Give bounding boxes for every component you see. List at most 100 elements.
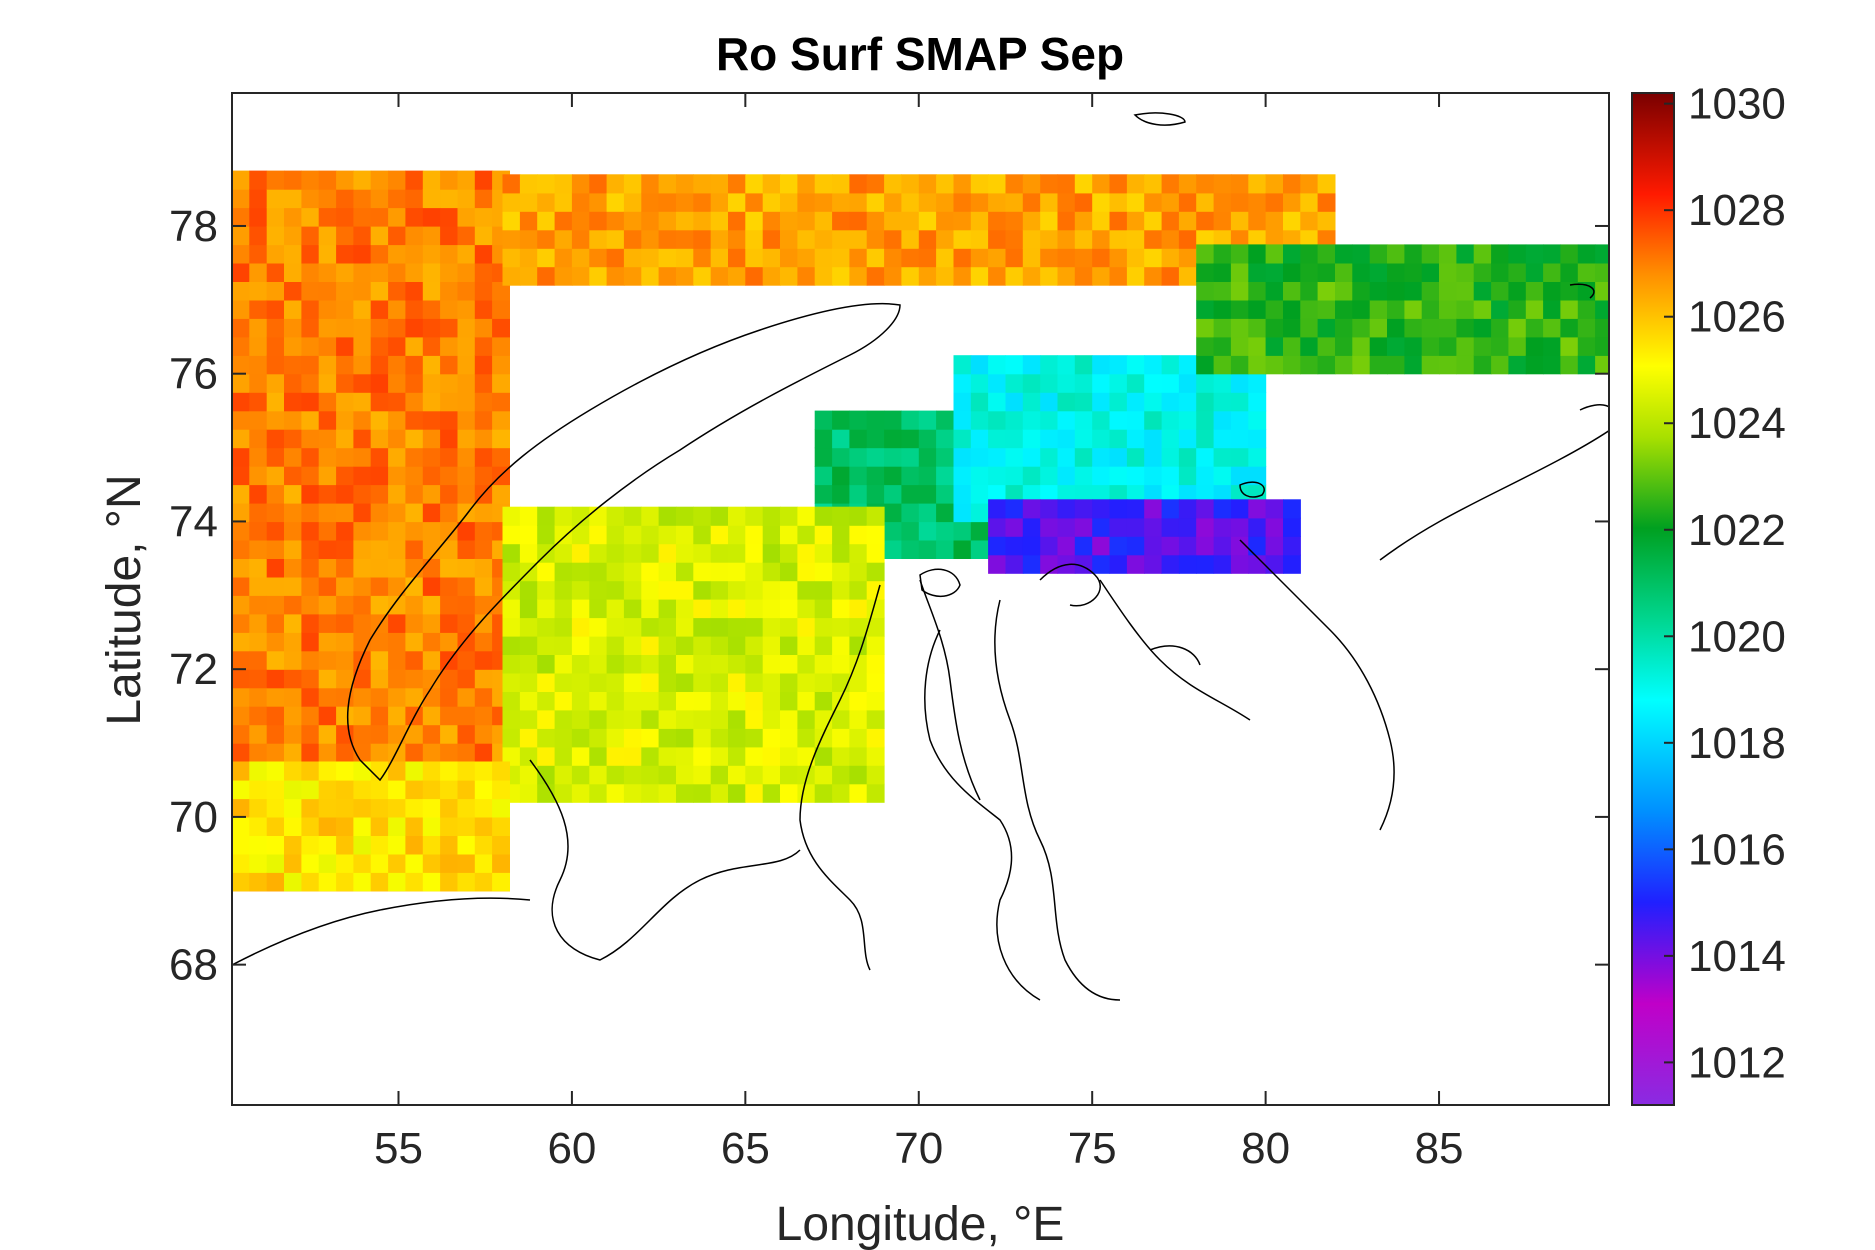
heat-cell xyxy=(1248,429,1267,449)
heat-cell xyxy=(1300,318,1319,338)
heat-cell xyxy=(988,410,1006,430)
heat-cell xyxy=(1126,484,1145,504)
heat-cell xyxy=(988,229,1006,249)
heat-cell xyxy=(1439,336,1457,356)
heat-cell xyxy=(474,724,493,744)
heat-cell xyxy=(301,318,320,338)
heat-cell xyxy=(249,761,268,781)
heat-cell xyxy=(780,248,798,268)
heat-cell xyxy=(388,207,406,227)
heat-cell xyxy=(866,248,885,268)
heat-cell xyxy=(266,299,285,319)
heat-cell xyxy=(849,174,868,194)
heat-cell xyxy=(284,484,302,504)
heat-cell xyxy=(728,654,746,674)
heat-cell xyxy=(388,299,406,319)
heat-cell xyxy=(440,576,458,596)
heat-cell xyxy=(1144,554,1163,574)
heat-cell xyxy=(623,783,642,803)
heat-cell xyxy=(1456,336,1475,356)
heat-cell xyxy=(641,599,660,619)
heat-cell xyxy=(1230,262,1249,282)
heat-cell xyxy=(1074,447,1093,467)
heat-cell xyxy=(554,543,573,563)
heat-cell xyxy=(710,765,729,785)
heat-cell xyxy=(284,558,302,578)
heat-cell xyxy=(1283,192,1301,212)
heat-cell xyxy=(492,410,510,430)
heat-cell xyxy=(249,355,268,375)
heat-cell xyxy=(266,503,285,523)
heat-cell xyxy=(676,709,694,729)
heat-cell xyxy=(422,558,441,578)
heat-cell xyxy=(1040,229,1059,249)
heat-cell xyxy=(1404,336,1423,356)
heat-cell xyxy=(814,599,833,619)
heat-cell xyxy=(1317,244,1336,264)
heat-cell xyxy=(422,355,441,375)
heat-cell xyxy=(866,728,885,748)
heat-cell xyxy=(797,248,816,268)
heat-cell xyxy=(537,580,556,600)
heat-cell xyxy=(474,780,493,800)
heat-cell xyxy=(1283,499,1301,519)
heat-cell xyxy=(1092,484,1111,504)
heat-cell xyxy=(440,761,458,781)
heat-cell xyxy=(1213,447,1232,467)
heat-cell xyxy=(370,429,389,449)
heat-cell xyxy=(1196,484,1215,504)
heat-cell xyxy=(266,595,285,615)
x-axis-label: Longitude, °E xyxy=(776,1198,1065,1250)
heat-cell xyxy=(606,543,625,563)
heat-cell xyxy=(710,506,729,526)
heat-cell xyxy=(353,484,372,504)
heat-cell xyxy=(318,207,337,227)
heat-cell xyxy=(676,617,694,637)
heat-cell xyxy=(606,635,625,655)
heat-cell xyxy=(440,595,458,615)
heat-cell xyxy=(336,318,354,338)
heat-cell xyxy=(232,373,250,393)
heat-cell xyxy=(232,262,250,282)
heat-cell xyxy=(623,672,642,692)
heat-cell xyxy=(623,765,642,785)
heat-cell xyxy=(814,525,833,545)
heat-cell xyxy=(814,410,833,430)
heat-cell xyxy=(301,392,320,412)
heat-cell xyxy=(1092,392,1111,412)
heat-cell xyxy=(388,632,406,652)
heat-cell xyxy=(901,248,920,268)
heat-cell xyxy=(988,429,1006,449)
heat-cell xyxy=(301,761,320,781)
heat-cell xyxy=(336,410,354,430)
heat-cell xyxy=(353,170,372,190)
heat-cell xyxy=(388,780,406,800)
heat-cell xyxy=(866,599,885,619)
heat-cell xyxy=(832,266,850,286)
heat-cell xyxy=(641,174,660,194)
heat-cell xyxy=(249,687,268,707)
heat-cell xyxy=(232,281,250,301)
heat-cell xyxy=(797,266,816,286)
heat-cell xyxy=(440,872,458,892)
heat-cell xyxy=(797,599,816,619)
heat-cell xyxy=(370,226,389,246)
heat-cell xyxy=(849,466,868,486)
heat-cell xyxy=(474,595,493,615)
heat-cell xyxy=(1230,429,1249,449)
heat-cell xyxy=(1040,373,1059,393)
heat-cell xyxy=(537,783,556,803)
heat-cell xyxy=(1178,517,1197,537)
heat-cell xyxy=(422,632,441,652)
heat-cell xyxy=(249,244,268,264)
heat-cell xyxy=(866,506,885,526)
heat-cell xyxy=(422,244,441,264)
heat-cell xyxy=(1092,410,1111,430)
heat-cell xyxy=(1196,229,1215,249)
heat-cell xyxy=(1508,355,1527,375)
heat-cell xyxy=(318,429,337,449)
heat-cell xyxy=(284,373,302,393)
heat-cell xyxy=(1317,318,1336,338)
heat-cell xyxy=(353,503,372,523)
